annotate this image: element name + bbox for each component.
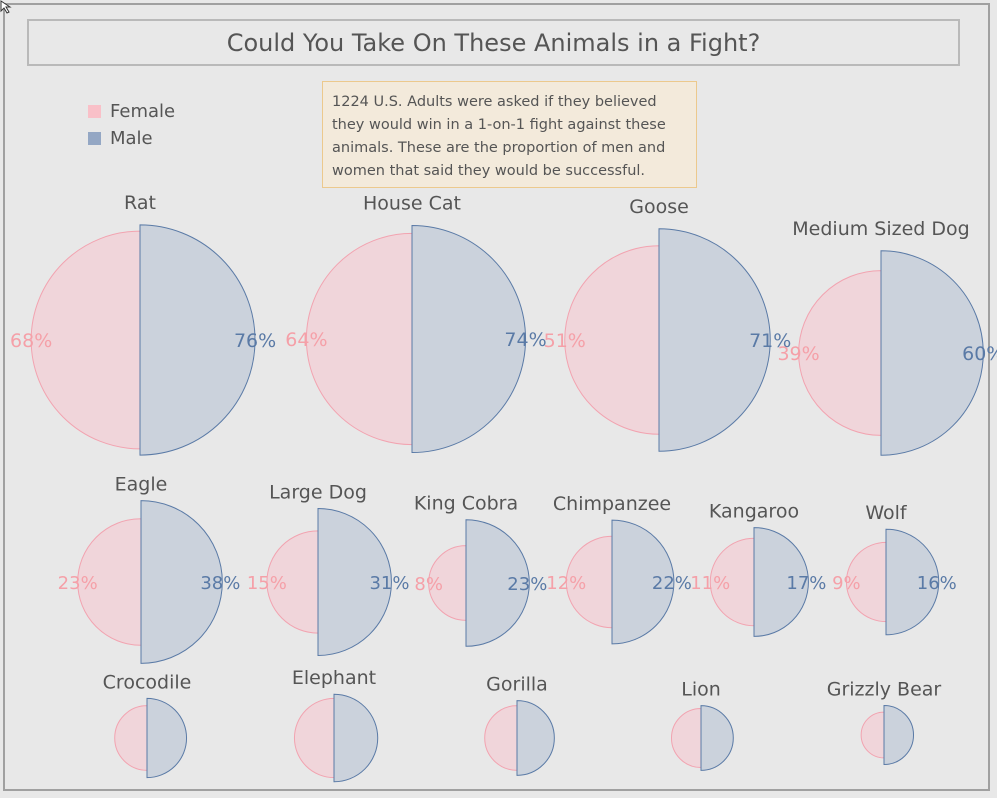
- male-pct-goose: 71%: [749, 330, 791, 352]
- legend-item-female[interactable]: Female: [88, 98, 175, 125]
- legend-label-male: Male: [110, 128, 153, 149]
- male-pct-eagle: 38%: [200, 573, 240, 594]
- female-pct-king-cobra: 8%: [414, 574, 443, 595]
- female-pct-chimpanzee: 12%: [546, 573, 586, 594]
- male-half-lion[interactable]: [700, 705, 734, 771]
- animal-group-rat: Rat 68% 76%: [10, 192, 276, 456]
- male-pct-chimpanzee: 22%: [652, 573, 692, 594]
- male-half-wolf[interactable]: [885, 528, 940, 636]
- male-half-kangaroo[interactable]: [753, 527, 809, 637]
- female-pct-kangaroo: 11%: [690, 573, 730, 594]
- animal-name-kangaroo: Kangaroo: [709, 501, 799, 523]
- female-half-medium-sized-dog[interactable]: [798, 270, 882, 436]
- animal-name-wolf: Wolf: [865, 502, 908, 524]
- female-pct-goose: 51%: [544, 330, 586, 352]
- legend[interactable]: Female Male: [88, 98, 175, 152]
- animal-group-elephant: Elephant: [292, 667, 379, 783]
- male-half-rat[interactable]: [139, 224, 256, 456]
- animal-name-crocodile: Crocodile: [103, 671, 192, 693]
- animal-name-king-cobra: King Cobra: [414, 493, 518, 515]
- animal-name-elephant: Elephant: [292, 667, 376, 689]
- male-half-crocodile[interactable]: [146, 697, 188, 779]
- female-half-kangaroo[interactable]: [709, 537, 755, 627]
- female-pct-wolf: 9%: [832, 573, 861, 594]
- female-half-lion[interactable]: [671, 707, 702, 769]
- male-half-house-cat[interactable]: [411, 224, 526, 454]
- animal-group-house-cat: House Cat 64% 74%: [285, 192, 547, 454]
- animal-group-gorilla: Gorilla: [484, 674, 555, 776]
- animal-name-large-dog: Large Dog: [269, 482, 367, 504]
- male-half-gorilla[interactable]: [516, 700, 555, 776]
- male-half-elephant[interactable]: [333, 693, 379, 783]
- male-half-king-cobra[interactable]: [465, 519, 530, 647]
- male-pct-wolf: 16%: [917, 573, 957, 594]
- animal-group-wolf: Wolf 9% 16%: [832, 502, 957, 636]
- male-half-chimpanzee[interactable]: [611, 519, 675, 645]
- animal-group-kangaroo: Kangaroo 11% 17%: [690, 501, 826, 637]
- animal-group-lion: Lion: [671, 679, 734, 771]
- female-half-house-cat[interactable]: [305, 232, 413, 446]
- male-swatch: [88, 132, 101, 145]
- male-pct-rat: 76%: [234, 330, 276, 352]
- female-half-elephant[interactable]: [293, 697, 335, 779]
- animal-name-eagle: Eagle: [115, 474, 168, 496]
- female-half-king-cobra[interactable]: [428, 545, 467, 621]
- animal-group-goose: Goose 51% 71%: [544, 196, 791, 452]
- male-pct-king-cobra: 23%: [507, 574, 547, 595]
- annotation-note: 1224 U.S. Adults were asked if they beli…: [322, 81, 697, 188]
- female-half-grizzly-bear[interactable]: [860, 711, 885, 759]
- male-half-medium-sized-dog[interactable]: [880, 250, 984, 456]
- female-half-gorilla[interactable]: [484, 705, 518, 771]
- animal-name-gorilla: Gorilla: [486, 674, 548, 696]
- male-pct-medium-sized-dog: 60%: [962, 343, 997, 365]
- male-half-grizzly-bear[interactable]: [883, 704, 914, 766]
- animal-group-eagle: Eagle 23% 38%: [58, 474, 240, 664]
- male-pct-large-dog: 31%: [369, 573, 409, 594]
- female-pct-medium-sized-dog: 39%: [777, 343, 819, 365]
- animal-name-goose: Goose: [629, 196, 689, 218]
- animal-group-grizzly-bear: Grizzly Bear: [827, 678, 942, 766]
- female-half-rat[interactable]: [30, 230, 141, 450]
- animal-name-lion: Lion: [681, 679, 721, 701]
- title-box: Could You Take On These Animals in a Fig…: [27, 19, 960, 66]
- legend-item-male[interactable]: Male: [88, 125, 175, 152]
- male-half-large-dog[interactable]: [317, 508, 392, 656]
- animal-group-crocodile: Crocodile: [103, 671, 192, 779]
- female-pct-eagle: 23%: [58, 573, 98, 594]
- female-half-crocodile[interactable]: [114, 705, 148, 771]
- animal-name-chimpanzee: Chimpanzee: [553, 493, 671, 515]
- male-half-eagle[interactable]: [140, 500, 223, 664]
- animal-group-medium-sized-dog: Medium Sized Dog 39% 60%: [777, 218, 997, 456]
- female-half-wolf[interactable]: [845, 541, 887, 623]
- animal-group-large-dog: Large Dog 15% 31%: [247, 482, 410, 656]
- animal-group-chimpanzee: Chimpanzee 12% 22%: [546, 493, 692, 645]
- animal-name-medium-sized-dog: Medium Sized Dog: [792, 218, 969, 240]
- dashboard-frame: [3, 3, 990, 791]
- animal-group-king-cobra: King Cobra 8% 23%: [414, 493, 547, 647]
- female-half-goose[interactable]: [564, 245, 660, 435]
- male-half-goose[interactable]: [658, 228, 771, 452]
- animal-name-grizzly-bear: Grizzly Bear: [827, 678, 942, 700]
- female-pct-large-dog: 15%: [247, 573, 287, 594]
- mouse-cursor-icon: [0, 0, 12, 14]
- female-swatch: [88, 105, 101, 118]
- male-pct-kangaroo: 17%: [786, 573, 826, 594]
- page-title: Could You Take On These Animals in a Fig…: [226, 28, 761, 57]
- animal-name-rat: Rat: [124, 192, 156, 214]
- female-pct-house-cat: 64%: [285, 329, 327, 351]
- animal-name-house-cat: House Cat: [363, 192, 461, 214]
- legend-label-female: Female: [110, 101, 176, 122]
- female-half-eagle[interactable]: [77, 518, 142, 646]
- male-pct-house-cat: 74%: [504, 329, 546, 351]
- female-pct-rat: 68%: [10, 330, 52, 352]
- female-half-chimpanzee[interactable]: [565, 535, 613, 629]
- female-half-large-dog[interactable]: [266, 530, 319, 634]
